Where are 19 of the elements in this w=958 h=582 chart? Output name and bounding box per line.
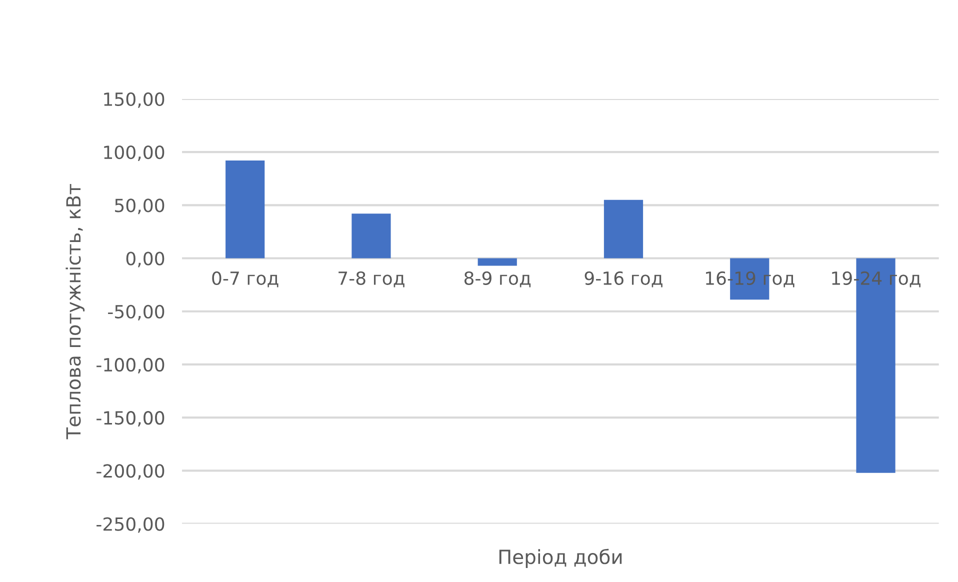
y-tick-label: -50,00 [108,304,164,320]
x-tick-label: 7-8 год [338,271,404,288]
y-tick-label: -200,00 [96,464,164,480]
y-tick-label: 150,00 [104,92,164,108]
y-tick-label: -150,00 [96,411,164,427]
y-tick-label: 0,00 [126,252,164,268]
y-tick-label: -250,00 [96,517,164,533]
x-axis-title: Період доби [499,548,622,568]
x-tick-label: 0-7 год [212,271,278,288]
y-tick-label: 50,00 [115,198,164,214]
y-tick-label: 100,00 [104,146,164,162]
bar [226,160,265,258]
x-tick-label: 8-9 год [464,271,531,288]
x-tick-label: 9-16 год [584,271,662,288]
bar [352,214,391,258]
y-axis-title: Теплова потужність, кВт [66,184,85,440]
y-tick-label: -100,00 [96,358,164,374]
bar [604,200,644,258]
bar [478,258,517,266]
